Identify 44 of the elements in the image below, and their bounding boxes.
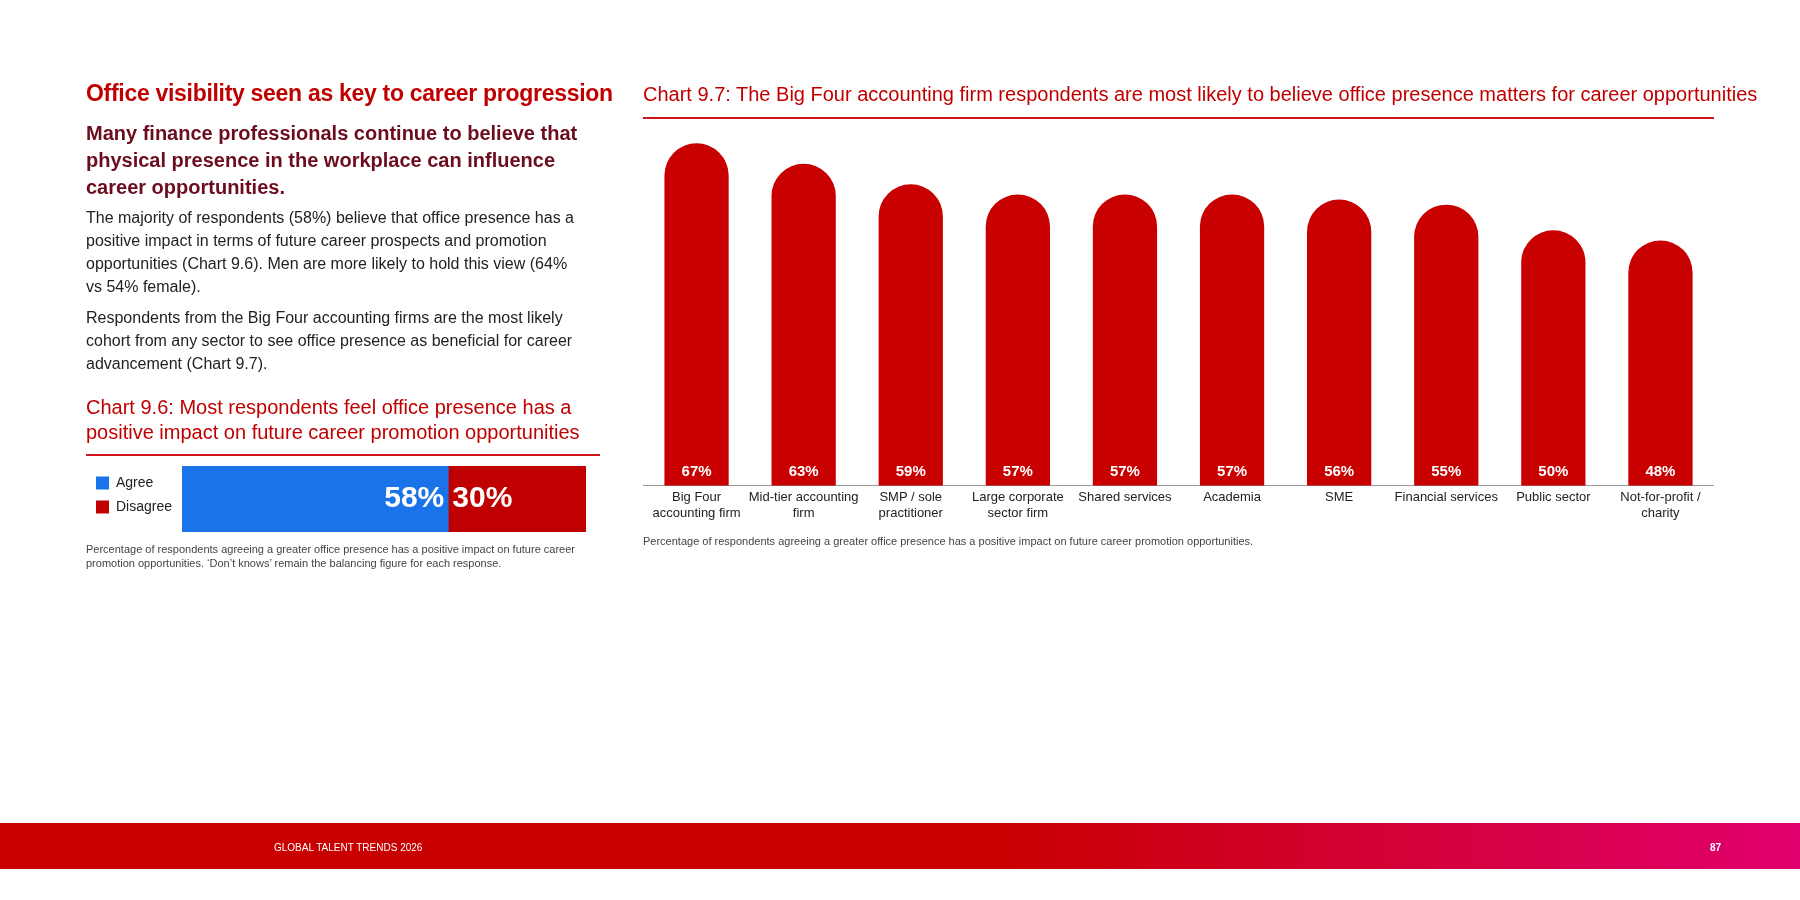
data-label: 30% [452, 480, 513, 514]
text: Percentage of respondents agreeing a greater office presence has a positive impact on future career promotion opportunities. [643, 534, 1255, 548]
x-tick-label: SME [1325, 489, 1354, 505]
data-label: 48% [1645, 462, 1676, 480]
bar [1414, 204, 1479, 486]
chart-title: Chart 9.6: Most respondents feel office presence has a positive impact on future career promotion opportunities [86, 395, 581, 445]
x-tick-label: Shared services [1078, 489, 1173, 505]
bar [878, 184, 943, 486]
text: GLOBAL TALENT TRENDS 2026 [274, 842, 423, 853]
x-tick-label: Academia [1203, 489, 1262, 505]
x-tick-label: Financial services [1394, 489, 1499, 505]
bar [1307, 199, 1372, 486]
bar [1092, 194, 1158, 486]
bar [1199, 194, 1265, 486]
data-label: 57% [1002, 462, 1033, 480]
data-label: 58% [384, 480, 445, 514]
bar [664, 143, 729, 486]
x-tick-label: Public sector [1516, 489, 1592, 505]
bar [771, 163, 836, 486]
chart-title: Chart 9.7: The Big Four accounting firm respondents are most likely to believe office presence matters for career opportunities [643, 82, 1758, 107]
data-label: 57% [1217, 462, 1248, 480]
x-tick-label: SMP / sole practitioner [878, 489, 944, 520]
x-tick-label: Not-for-profit / charity [1620, 489, 1701, 520]
data-label: 57% [1109, 462, 1140, 480]
x-tick-label: Mid-tier accounting firm [748, 489, 859, 520]
text: 87 [1710, 842, 1722, 853]
data-label: 63% [788, 462, 819, 480]
legend-label: Disagree [116, 497, 173, 514]
bar [1521, 230, 1586, 486]
x-tick-label: Big Four accounting firm [652, 489, 741, 520]
data-label: 67% [681, 462, 712, 480]
text: Office visibility seen as key to career progression [86, 80, 613, 107]
legend-label: Agree [116, 473, 154, 490]
x-tick-label: Large corporate sector firm [971, 489, 1064, 520]
text: The majority of respondents (58%) believe that office presence has a positive impact in terms of future career prospects and promotion opportunities (Chart 9.6). Men are more likely to hold this view (64% vs 54% female). [86, 208, 575, 297]
text: Percentage of respondents agreeing a greater office presence has a positive impact on future career promotion opportunities. ‘Don’t knows’ remain the balancing figure for each response. [86, 542, 576, 570]
data-label: 55% [1431, 462, 1462, 480]
bar [985, 194, 1050, 486]
bar [1628, 240, 1693, 486]
data-label: 56% [1324, 462, 1355, 480]
text: Many finance professionals continue to believe that physical presence in the workplace can influence career opportunities. [86, 121, 579, 200]
data-label: 59% [895, 462, 926, 480]
data-label: 50% [1538, 462, 1569, 480]
text: Respondents from the Big Four accounting firms are the most likely cohort from any sector to see office presence as beneficial for career advancement (Chart 9.7). [86, 308, 574, 374]
